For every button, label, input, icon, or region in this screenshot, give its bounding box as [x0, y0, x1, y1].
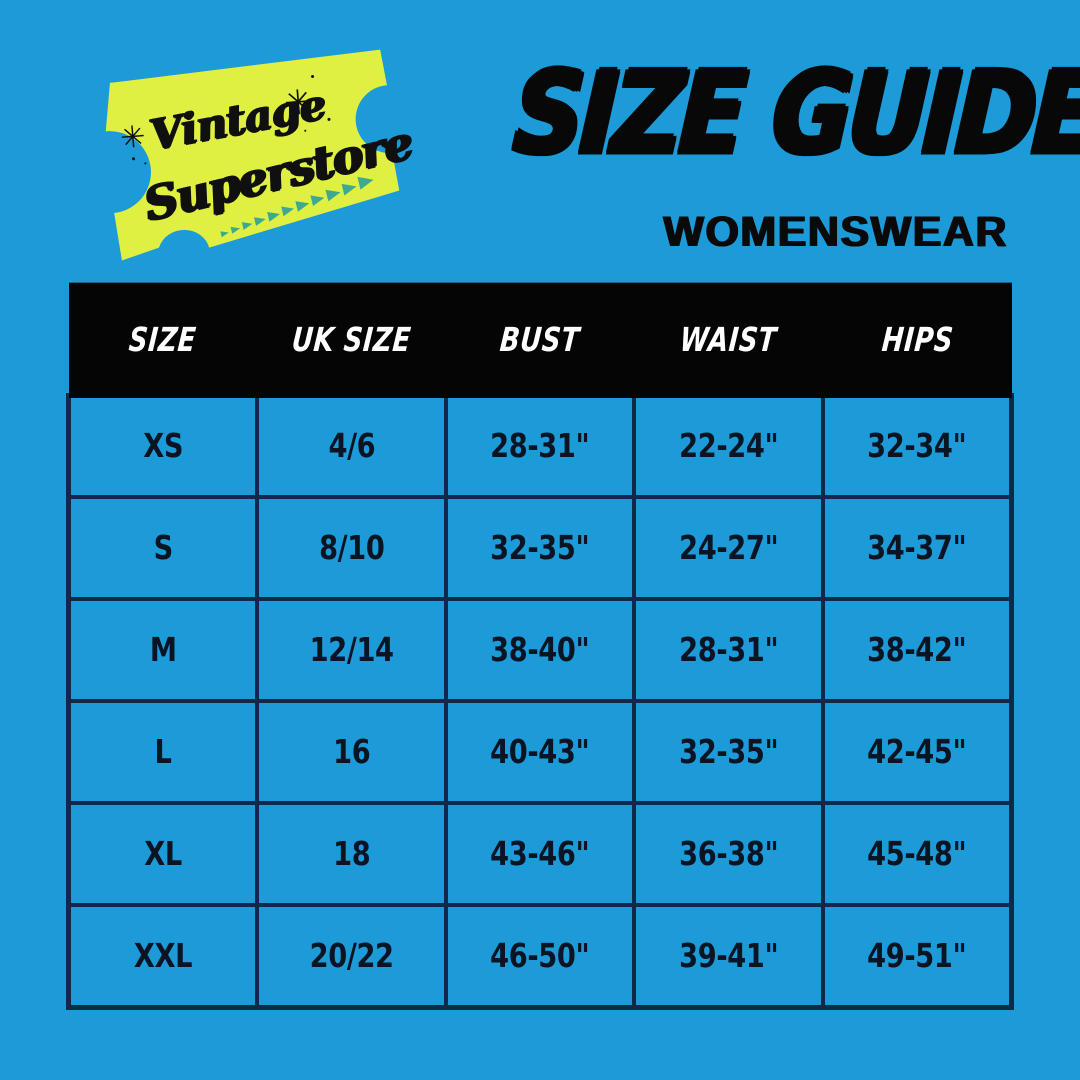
page-title: SIZE GUIDE — [511, 46, 1080, 180]
cell-size: S — [66, 495, 260, 601]
table-row: M 12/14 38-40" 28-31" 38-42" — [66, 597, 1014, 703]
table-header: SIZE UK SIZE BUST WAIST HIPS — [68, 282, 1012, 401]
table-row: XL 18 43-46" 36-38" 45-48" — [66, 801, 1014, 907]
cell-bust: 46-50" — [443, 903, 637, 1010]
cell-uk-size: 20/22 — [255, 903, 448, 1010]
cell-uk-size: 18 — [255, 801, 448, 907]
column-header-uk-size: UK SIZE — [257, 282, 446, 401]
cell-bust: 28-31" — [443, 393, 637, 499]
cell-hips: 34-37" — [820, 495, 1014, 601]
cell-uk-size: 16 — [255, 699, 448, 805]
cell-waist: 24-27" — [632, 495, 825, 601]
table-row: XXL 20/22 46-50" 39-41" 49-51" — [66, 903, 1014, 1010]
column-header-size: SIZE — [68, 282, 258, 401]
cell-hips: 42-45" — [820, 699, 1014, 805]
arrow-strip-icon — [212, 167, 383, 239]
cell-size: L — [66, 699, 260, 805]
table-row: XS 4/6 28-31" 22-24" 32-34" — [66, 393, 1014, 499]
page-subtitle: WOMENSWEAR — [663, 208, 1008, 256]
cell-bust: 40-43" — [443, 699, 637, 805]
logo-dot-2 — [144, 162, 147, 165]
column-header-bust: BUST — [445, 282, 635, 401]
cell-uk-size: 4/6 — [255, 393, 448, 499]
table-row: L 16 40-43" 32-35" 42-45" — [66, 699, 1014, 805]
cell-hips: 45-48" — [820, 801, 1014, 907]
cell-bust: 43-46" — [443, 801, 637, 907]
cell-bust: 38-40" — [443, 597, 637, 703]
cell-hips: 32-34" — [820, 393, 1014, 499]
ticket-shape-icon — [105, 49, 400, 261]
size-chart-table: SIZE UK SIZE BUST WAIST HIPS XS 4/6 28-3… — [66, 282, 1014, 1010]
table-body: XS 4/6 28-31" 22-24" 32-34" S 8/10 32-35… — [66, 393, 1014, 1010]
cell-hips: 38-42" — [820, 597, 1014, 703]
table-row: S 8/10 32-35" 24-27" 34-37" — [66, 495, 1014, 601]
starburst-icon-left: ✳ — [119, 120, 147, 156]
cell-uk-size: 12/14 — [255, 597, 448, 703]
cell-hips: 49-51" — [820, 903, 1014, 1010]
cell-waist: 28-31" — [632, 597, 825, 703]
table-header-row: SIZE UK SIZE BUST WAIST HIPS — [68, 282, 1012, 401]
cell-waist: 22-24" — [632, 393, 825, 499]
cell-waist: 36-38" — [632, 801, 825, 907]
cell-size: XXL — [66, 903, 260, 1010]
cell-size: XS — [66, 393, 260, 499]
cell-uk-size: 8/10 — [255, 495, 448, 601]
column-header-waist: WAIST — [634, 282, 823, 401]
column-header-hips: HIPS — [822, 282, 1012, 401]
cell-waist: 32-35" — [632, 699, 825, 805]
cell-size: M — [66, 597, 260, 703]
logo-badge: ✳ ✳ Vintage Superstore — [84, 40, 419, 269]
cell-waist: 39-41" — [632, 903, 825, 1010]
cell-size: XL — [66, 801, 260, 907]
cell-bust: 32-35" — [443, 495, 637, 601]
